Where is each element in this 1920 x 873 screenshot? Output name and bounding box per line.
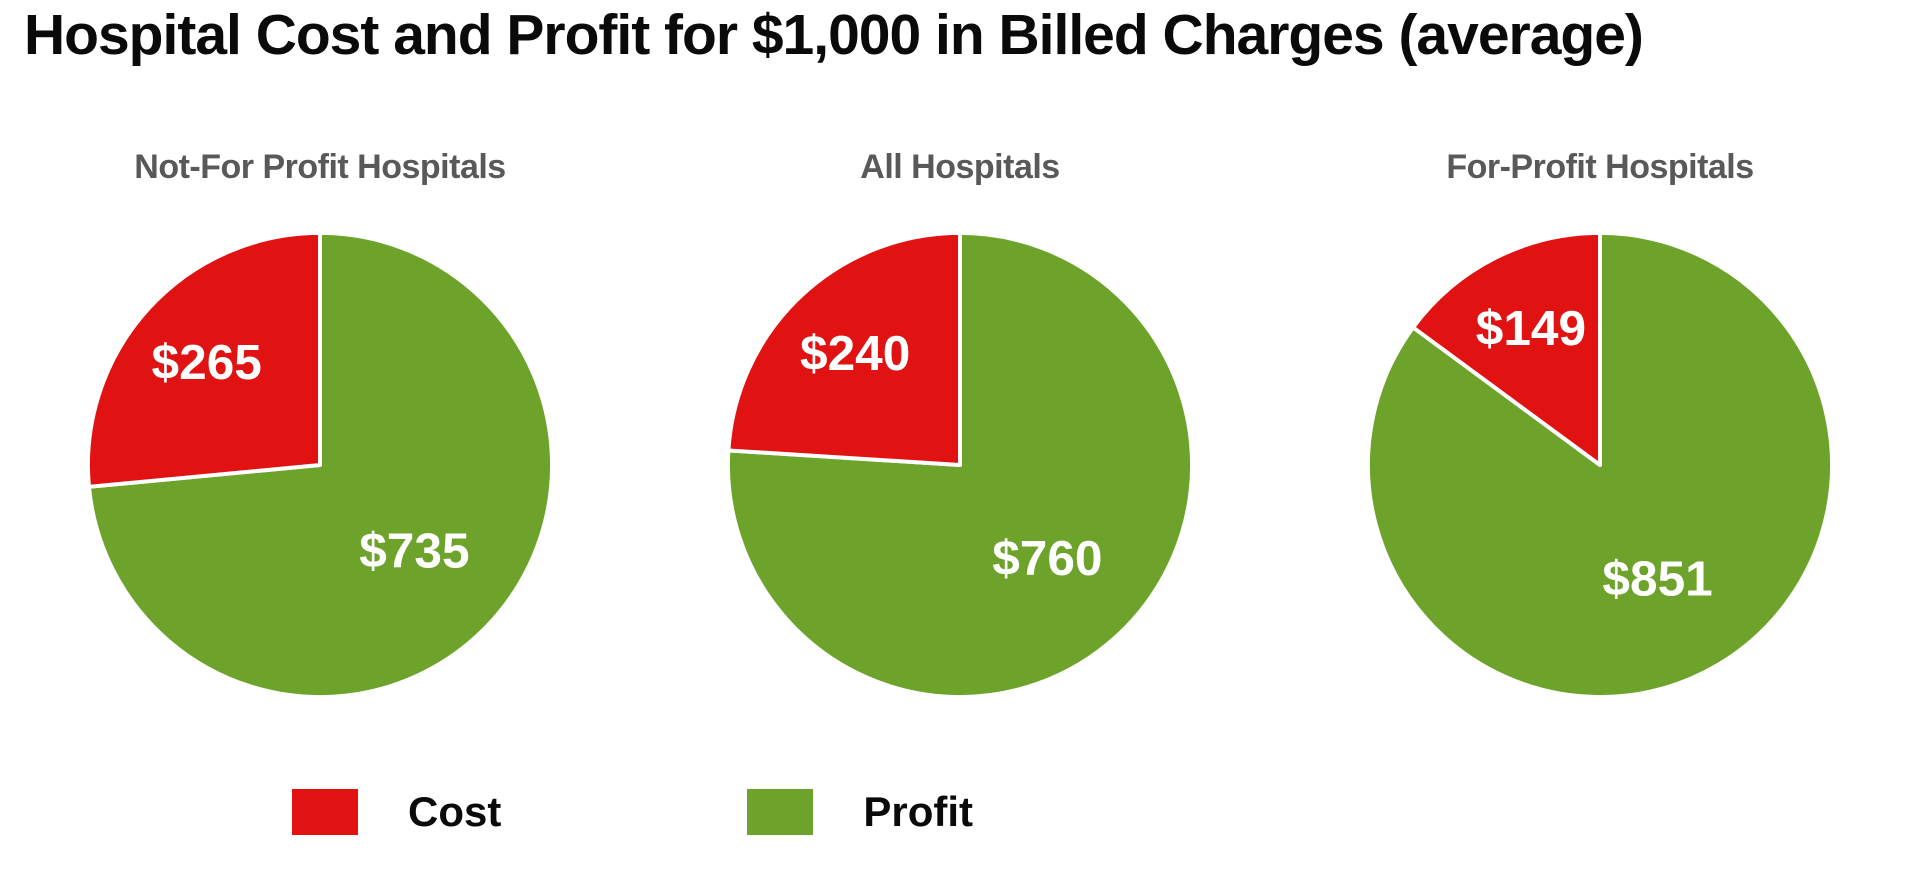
pie-value-label-cost: $265	[152, 334, 262, 390]
pie-subtitle-not-for-profit: Not-For Profit Hospitals	[134, 148, 506, 186]
pie-chart-all-hospitals: $760 $240	[725, 230, 1195, 700]
legend-swatch-cost	[292, 789, 358, 835]
legend-label-profit: Profit	[863, 788, 973, 835]
pie-chart-for-profit: $851 $149	[1366, 230, 1835, 699]
pie-subtitle-for-profit: For-Profit Hospitals	[1446, 148, 1754, 186]
pie-panel-not-for-profit: Not-For Profit Hospitals $735 $265	[0, 148, 640, 703]
pie-chart-not-for-profit: $735 $265	[85, 230, 555, 700]
legend-item-profit: Profit	[747, 788, 973, 836]
pie-value-label-cost: $240	[800, 325, 910, 381]
pie-slice-cost	[1411, 230, 1602, 467]
chart-title: Hospital Cost and Profit for $1,000 in B…	[24, 3, 1644, 67]
pie-slice-cost	[726, 230, 962, 467]
chart-legend: Cost Profit	[292, 788, 973, 836]
pie-panel-for-profit: For-Profit Hospitals $851 $149	[1280, 148, 1920, 703]
pie-value-label-profit: $735	[359, 523, 469, 579]
pie-subtitle-all-hospitals: All Hospitals	[860, 148, 1060, 186]
legend-swatch-profit	[747, 789, 814, 835]
legend-label-cost: Cost	[408, 788, 502, 835]
legend-item-cost: Cost	[292, 788, 501, 836]
pie-slice-cost	[85, 230, 322, 489]
pie-value-label-profit: $851	[1602, 551, 1712, 607]
pies-row: Not-For Profit Hospitals $735 $265 All Ho…	[0, 148, 1920, 703]
pie-value-label-cost: $149	[1476, 300, 1586, 356]
pie-value-label-profit: $760	[992, 530, 1102, 586]
pie-panel-all-hospitals: All Hospitals $760 $240	[640, 148, 1280, 703]
